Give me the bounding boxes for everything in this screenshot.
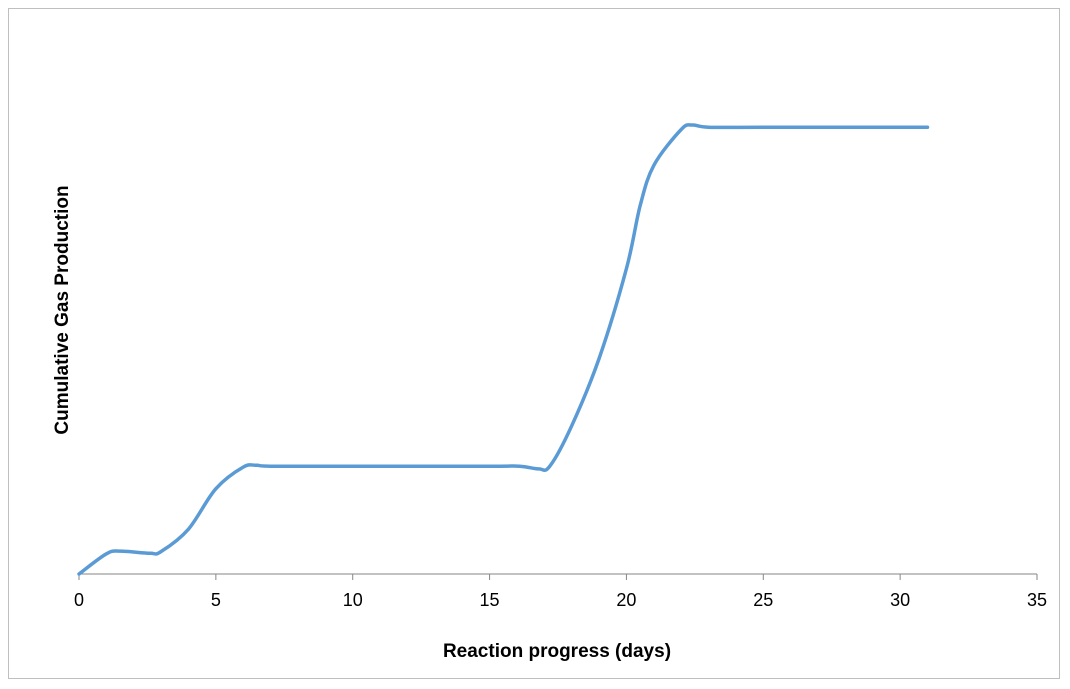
- y-axis-title: Cumulative Gas Production: [52, 185, 73, 434]
- x-tick-label: 30: [890, 590, 910, 610]
- x-axis-title: Reaction progress (days): [443, 641, 671, 662]
- x-tick-label: 10: [343, 590, 363, 610]
- chart-area: [8, 8, 1060, 679]
- x-tick-labels: 0 5 10 15 20 25 30 35: [74, 590, 1047, 610]
- plot-series: [77, 123, 930, 576]
- series-line: [77, 123, 930, 576]
- x-tick-label: 20: [616, 590, 636, 610]
- x-tick-label: 25: [753, 590, 773, 610]
- x-tick-label: 35: [1027, 590, 1047, 610]
- x-tick-label: 15: [480, 590, 500, 610]
- x-axis: [78, 573, 1038, 580]
- x-tick-label: 5: [211, 590, 221, 610]
- x-tick-label: 0: [74, 590, 84, 610]
